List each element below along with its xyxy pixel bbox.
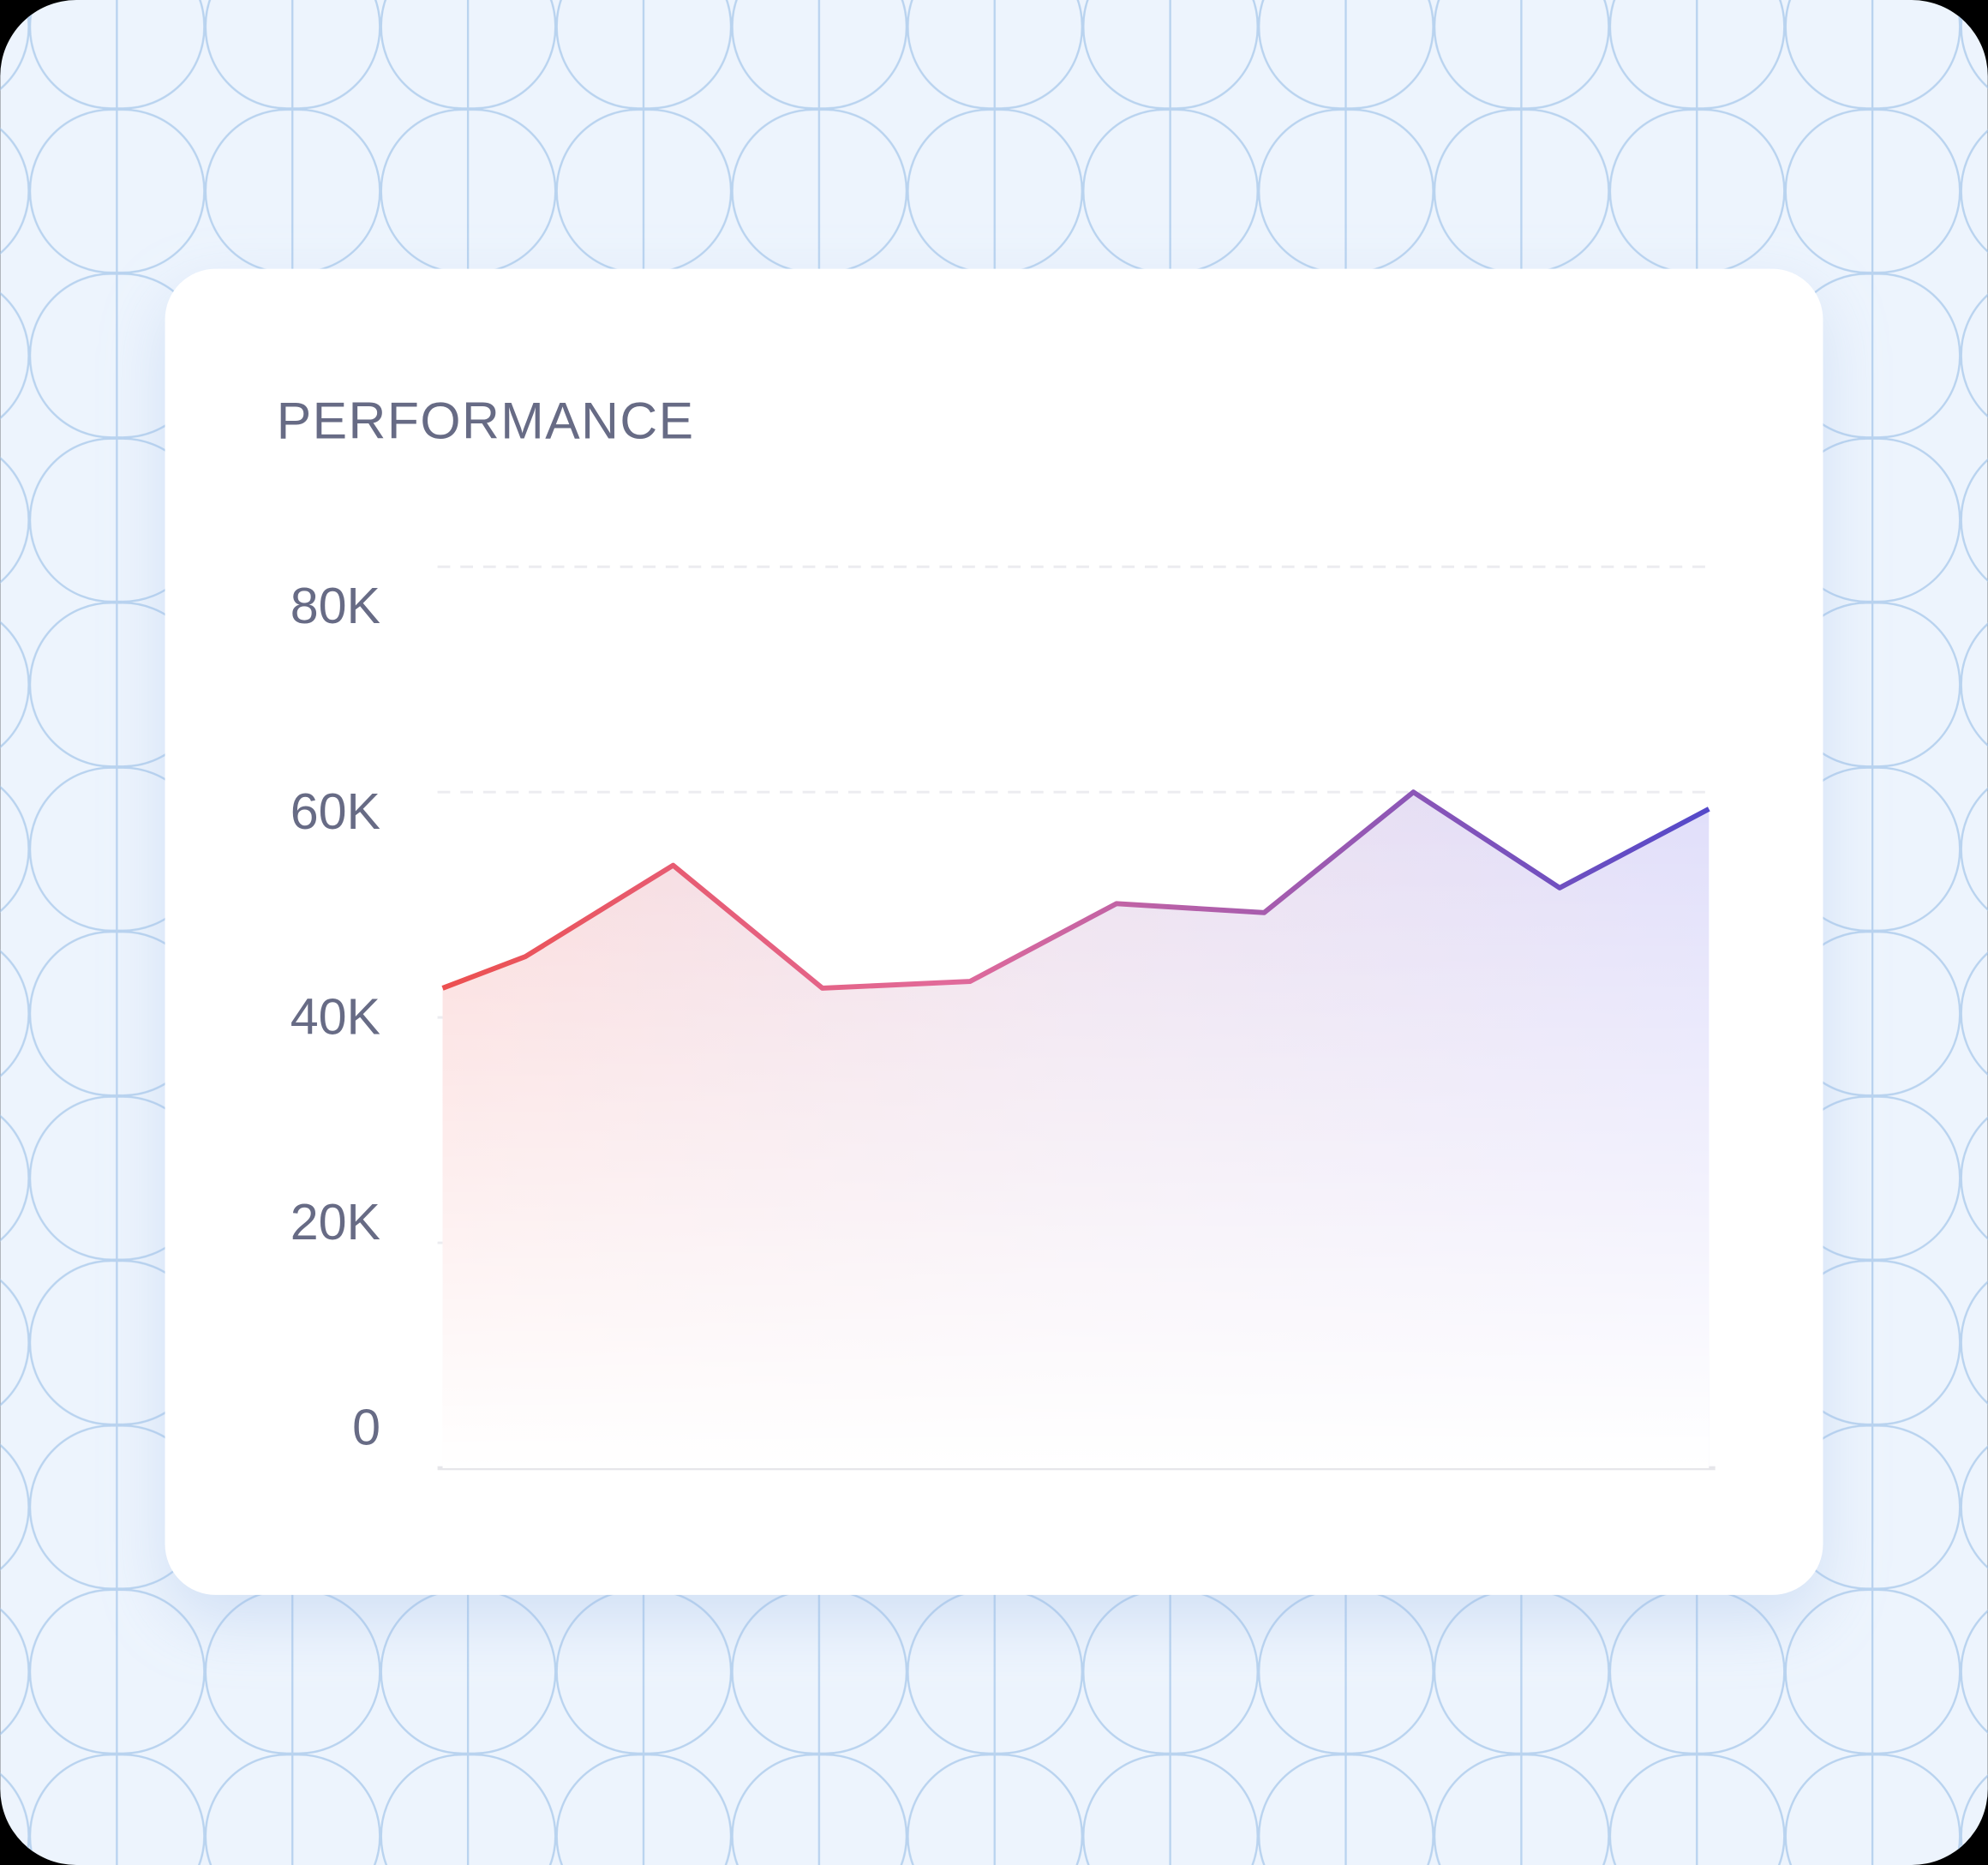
line (441, 789, 1710, 991)
chart-title: PERFORMANCE (277, 392, 695, 450)
area-fade (442, 792, 1710, 1468)
y-tick-label: 60K (290, 783, 380, 840)
y-tick-label: 20K (290, 1193, 380, 1250)
y-tick-label: 80K (290, 577, 380, 634)
y-tick-label: 0 (352, 1399, 380, 1456)
y-tick-label: 40K (290, 987, 380, 1045)
plot: 0 20K 40K 60K 80K (290, 565, 1716, 1471)
